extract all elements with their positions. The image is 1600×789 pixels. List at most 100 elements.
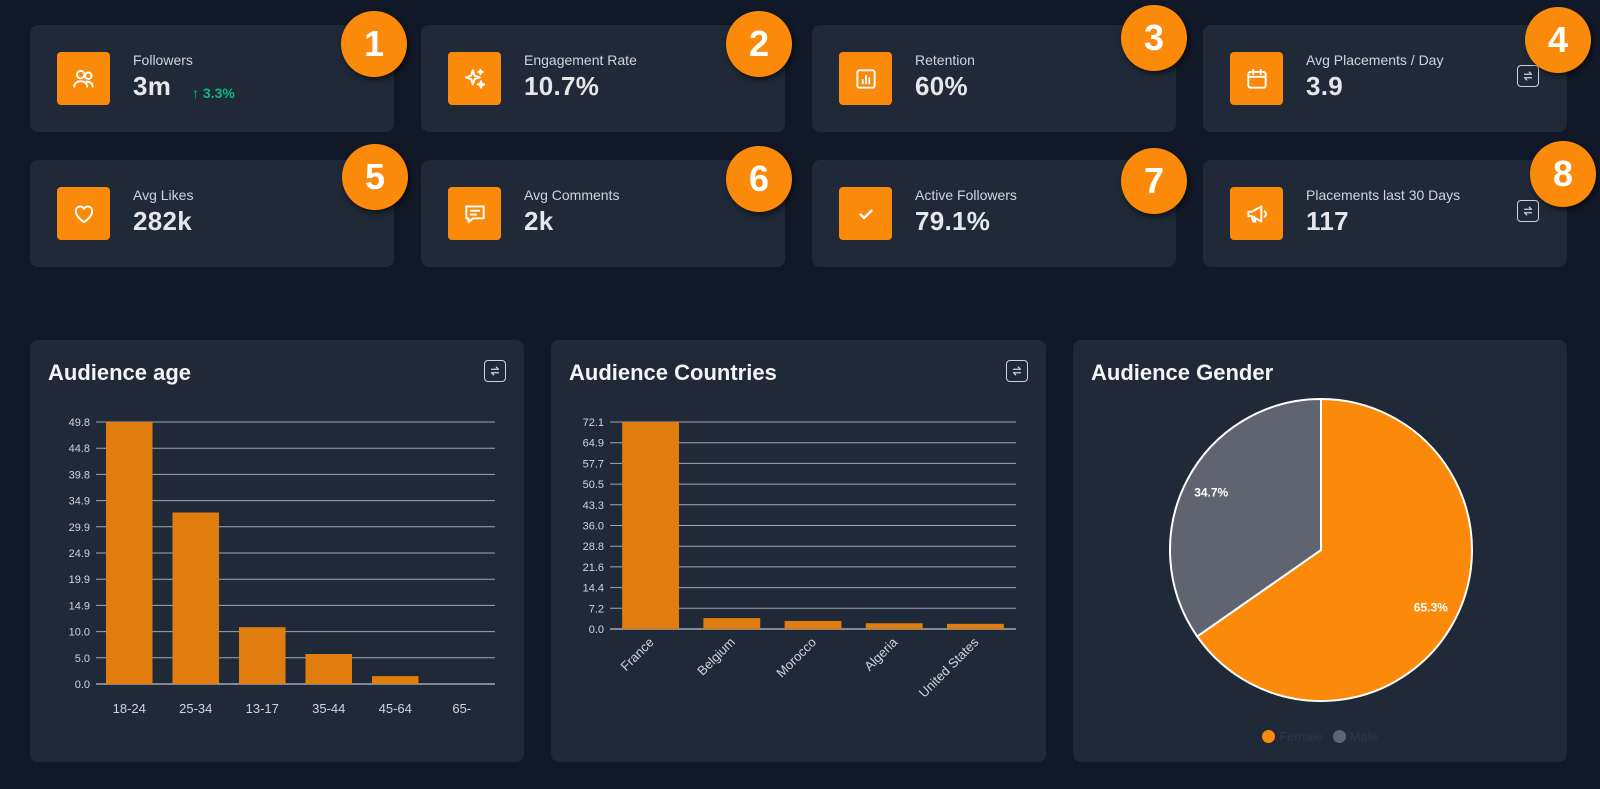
check-icon [839, 187, 892, 240]
stat-value: 79.1% [915, 206, 991, 236]
bar[interactable] [703, 618, 761, 629]
y-tick-label: 0.0 [75, 679, 90, 691]
stat-label: Avg Comments [524, 187, 620, 203]
stat-card-avg-comments: Avg Comments 2k [421, 160, 785, 267]
chart-title: Audience Gender [1091, 360, 1274, 385]
audience-countries-chart: 0.0 7.2 14.4 21.6 28.8 36.0 43.3 50.5 57.7 64.9 72… [583, 417, 1016, 700]
stat-value: 3m [133, 71, 172, 101]
step-badge-8: 8 [1530, 141, 1596, 207]
stat-card-engagement-rate: Engagement Rate 10.7% [421, 25, 785, 132]
bar[interactable] [172, 512, 220, 684]
pie-value-label: 65.3% [1414, 600, 1448, 614]
swap-arrows-icon [1012, 366, 1022, 376]
chart-legend: Female Male [1073, 729, 1567, 744]
chart-bar-icon [839, 52, 892, 105]
bar[interactable] [371, 676, 419, 684]
stat-card-avg-placements: Avg Placements / Day 3.9 [1203, 25, 1567, 132]
step-badge-6: 6 [726, 146, 792, 212]
stat-label: Retention [915, 52, 975, 68]
swap-button[interactable] [1517, 200, 1539, 222]
y-tick-label: 14.9 [69, 600, 90, 612]
y-tick-label: 24.9 [69, 548, 90, 560]
y-tick-label: 43.3 [583, 500, 604, 512]
megaphone-icon [1230, 187, 1283, 240]
x-tick-label: United States [916, 634, 982, 700]
y-tick-label: 0.0 [589, 624, 604, 636]
y-tick-label: 39.8 [69, 469, 90, 481]
step-badge-1: 1 [341, 11, 407, 77]
x-tick-label: Morocco [773, 635, 819, 681]
bar[interactable] [946, 623, 1004, 629]
swap-button[interactable] [1517, 65, 1539, 87]
stat-value: 117 [1306, 206, 1349, 236]
stat-value: 3.9 [1306, 71, 1344, 101]
y-tick-label: 28.8 [583, 541, 604, 553]
x-tick-label: 45-64 [379, 701, 412, 716]
y-tick-label: 5.0 [75, 653, 90, 665]
sparkles-icon [448, 52, 501, 105]
pie-slice[interactable] [1169, 397, 1322, 638]
audience-age-card: 0.0 5.0 10.0 14.9 19.9 24.9 29.9 34.9 39.8 44.8 49… [30, 340, 524, 762]
stat-card-active-followers: Active Followers 79.1% [812, 160, 1176, 267]
step-badge-4: 4 [1525, 7, 1591, 73]
swap-arrows-icon [490, 366, 500, 376]
y-tick-label: 44.8 [69, 443, 90, 455]
stat-card-followers: Followers 3m ↑ 3.3% [30, 25, 394, 132]
chart-title: Audience Countries [569, 360, 777, 385]
x-tick-label: Belgium [694, 635, 738, 679]
trend-badge: ↑ 3.3% [192, 85, 235, 101]
bar[interactable] [784, 620, 842, 629]
y-tick-label: 64.9 [583, 438, 604, 450]
bar[interactable] [865, 623, 923, 629]
step-badge-7: 7 [1121, 148, 1187, 214]
pie-slice[interactable] [1195, 397, 1473, 702]
calendar-icon [1230, 52, 1283, 105]
stat-value: 282k [133, 206, 193, 236]
stat-value: 60% [915, 71, 968, 101]
legend-swatch [1262, 730, 1276, 743]
y-tick-label: 29.9 [69, 522, 90, 534]
swap-button[interactable] [484, 360, 506, 382]
swap-arrows-icon [1523, 71, 1533, 81]
stat-label: Avg Placements / Day [1306, 52, 1444, 68]
x-tick-label: 65- [452, 701, 471, 716]
x-tick-label: Algeria [861, 634, 901, 674]
step-badge-2: 2 [726, 11, 792, 77]
audience-gender-card: 65.3% 34.7% Audience Gender Female Male [1073, 340, 1567, 762]
legend-swatch [1332, 730, 1346, 743]
bar[interactable] [622, 422, 680, 629]
users-icon [57, 52, 110, 105]
stat-card-avg-likes: Avg Likes 282k [30, 160, 394, 267]
stat-label: Placements last 30 Days [1306, 187, 1461, 203]
y-tick-label: 19.9 [69, 574, 90, 586]
audience-age-chart: 0.0 5.0 10.0 14.9 19.9 24.9 29.9 34.9 39.8 44.8 49… [69, 417, 495, 716]
bar[interactable] [238, 627, 286, 684]
stat-label: Avg Likes [133, 187, 194, 203]
y-tick-label: 34.9 [69, 496, 90, 508]
legend-label: Female [1279, 729, 1323, 744]
y-tick-label: 36.0 [583, 521, 604, 533]
y-tick-label: 49.8 [69, 417, 90, 429]
y-tick-label: 72.1 [583, 417, 604, 429]
x-tick-label: 13-17 [246, 701, 279, 716]
y-tick-label: 50.5 [583, 479, 604, 491]
legend-item-female[interactable]: Female [1262, 729, 1323, 744]
stat-card-placements-30-days: Placements last 30 Days 117 [1203, 160, 1567, 267]
bar[interactable] [305, 654, 353, 684]
y-tick-label: 10.0 [69, 627, 90, 639]
bar[interactable] [105, 422, 153, 684]
audience-countries-card: 0.0 7.2 14.4 21.6 28.8 36.0 43.3 50.5 57.7 64.9 72… [551, 340, 1046, 762]
stat-label: Active Followers [915, 187, 1017, 203]
swap-button[interactable] [1006, 360, 1028, 382]
audience-gender-chart: 65.3% 34.7% [1169, 397, 1473, 702]
stat-label: Engagement Rate [524, 52, 637, 68]
y-tick-label: 21.6 [583, 562, 604, 574]
y-tick-label: 57.7 [583, 458, 604, 470]
x-tick-label: 18-24 [113, 701, 146, 716]
swap-arrows-icon [1523, 206, 1533, 216]
step-badge-3: 3 [1121, 5, 1187, 71]
legend-item-male[interactable]: Male [1332, 729, 1378, 744]
y-tick-label: 7.2 [589, 603, 604, 615]
x-tick-label: 35-44 [312, 701, 345, 716]
